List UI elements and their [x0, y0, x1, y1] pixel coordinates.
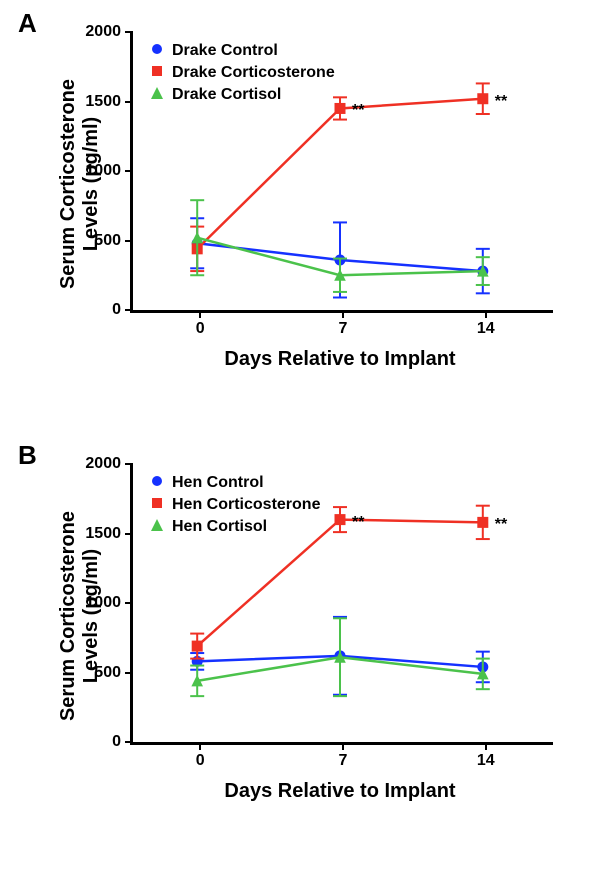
legend-marker-icon — [150, 518, 164, 537]
legend-B: Hen Control Hen Corticosterone Hen Cortiso… — [150, 472, 320, 538]
ylabel-B: Serum CorticosteroneLevels (pg/ml) — [57, 496, 103, 736]
legend-A: Drake Control Drake Corticosterone Drake C… — [150, 40, 335, 106]
legend-item: Drake Cortisol — [150, 84, 335, 106]
xtick — [342, 742, 344, 750]
ytick-label: 0 — [112, 733, 121, 751]
legend-item: Hen Corticosterone — [150, 494, 320, 516]
legend-label: Drake Control — [172, 42, 278, 60]
xtick — [342, 310, 344, 318]
panel-letter-B: B — [18, 440, 37, 471]
legend-item: Drake Corticosterone — [150, 62, 335, 84]
xtick — [199, 742, 201, 750]
legend-label: Hen Corticosterone — [172, 496, 320, 514]
xtick — [485, 742, 487, 750]
legend-item: Hen Cortisol — [150, 516, 320, 538]
figure: A05001000150020000714Serum Corticosteron… — [0, 0, 608, 876]
xtick — [199, 310, 201, 318]
legend-marker-icon — [150, 474, 164, 493]
significance-marker: ** — [352, 102, 364, 120]
legend-item: Hen Control — [150, 472, 320, 494]
panel-letter-A: A — [18, 8, 37, 39]
xtick-label: 7 — [339, 320, 348, 338]
ytick-label: 2000 — [85, 455, 121, 473]
legend-label: Hen Control — [172, 474, 264, 492]
xtick-label: 0 — [196, 320, 205, 338]
xtick-label: 0 — [196, 752, 205, 770]
legend-marker-icon — [150, 496, 164, 515]
ylabel-A: Serum CorticosteroneLevels (pg/ml) — [57, 64, 103, 304]
ytick-label: 0 — [112, 301, 121, 319]
ytick-label: 2000 — [85, 23, 121, 41]
legend-label: Drake Corticosterone — [172, 64, 335, 82]
xtick-label: 14 — [477, 320, 495, 338]
legend-item: Drake Control — [150, 40, 335, 62]
xtick — [485, 310, 487, 318]
xtick-label: 7 — [339, 752, 348, 770]
xlabel-A: Days Relative to Implant — [130, 348, 550, 371]
legend-label: Drake Cortisol — [172, 86, 281, 104]
significance-marker: ** — [495, 93, 507, 111]
legend-label: Hen Cortisol — [172, 518, 267, 536]
legend-marker-icon — [150, 86, 164, 105]
significance-marker: ** — [352, 514, 364, 532]
xlabel-B: Days Relative to Implant — [130, 780, 550, 803]
legend-marker-icon — [150, 42, 164, 61]
legend-marker-icon — [150, 64, 164, 83]
significance-marker: ** — [495, 516, 507, 534]
xtick-label: 14 — [477, 752, 495, 770]
